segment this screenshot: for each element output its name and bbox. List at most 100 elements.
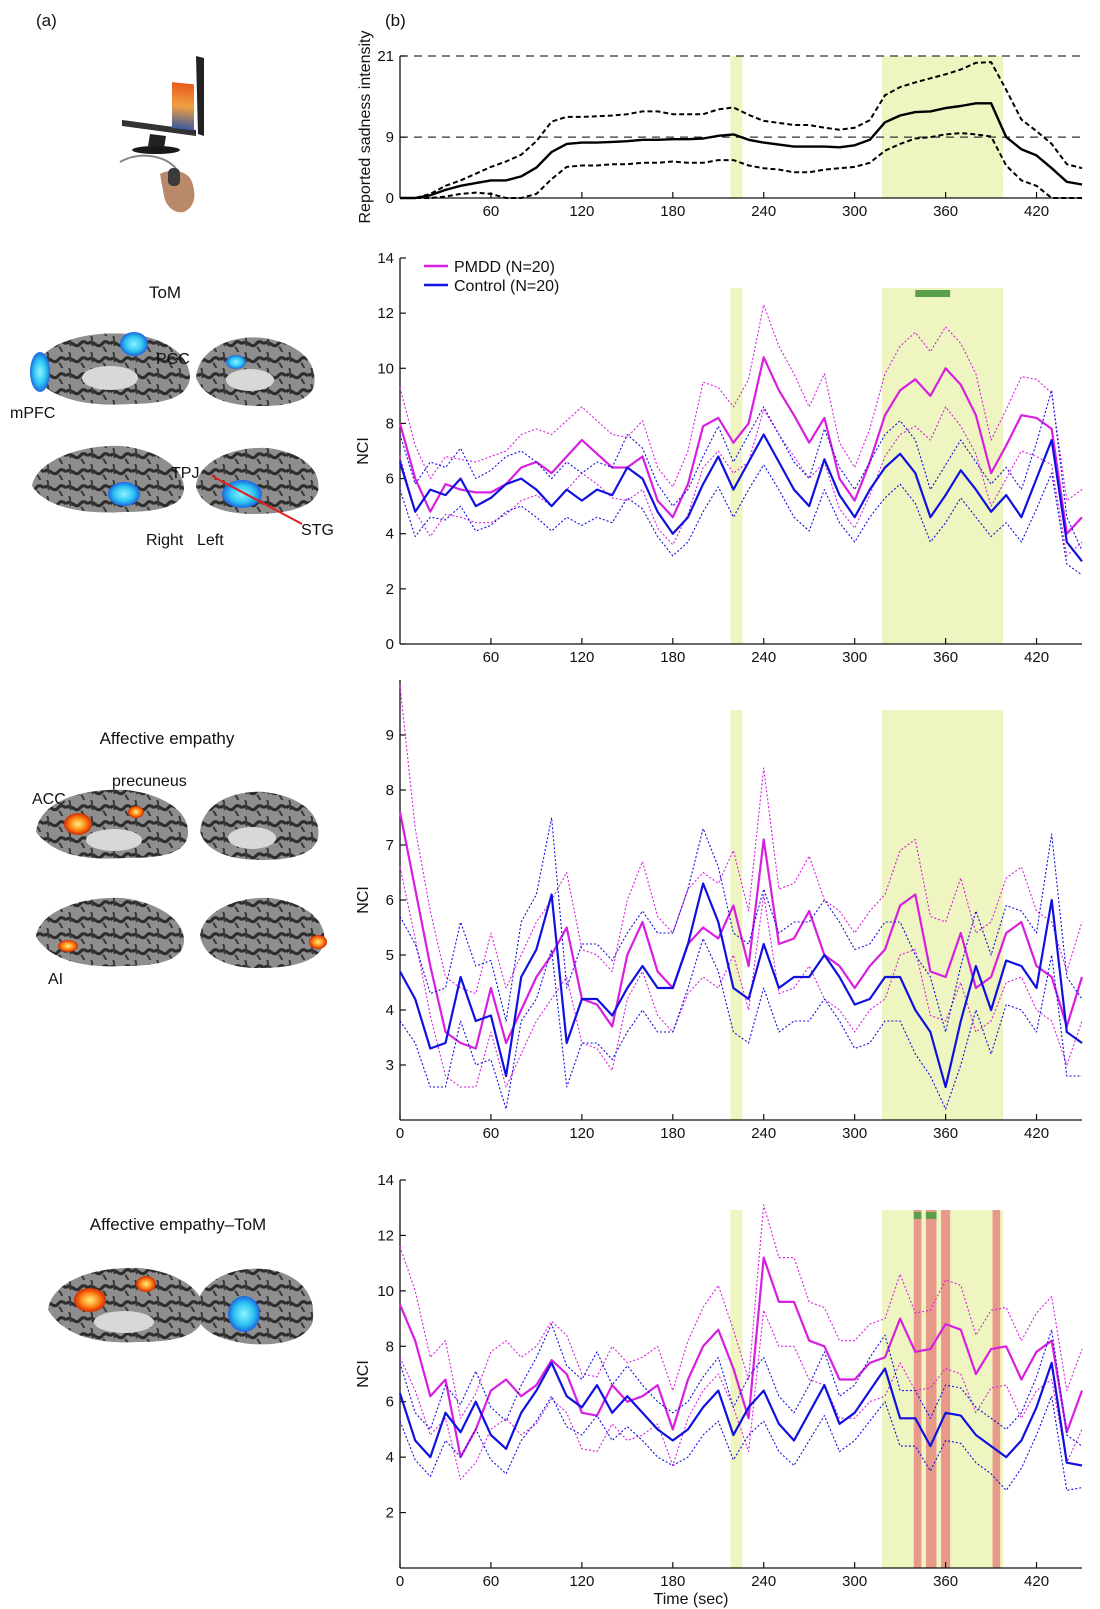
- x-tick-label: 180: [660, 203, 685, 220]
- rating-dashed-series-line: [400, 61, 1083, 199]
- x-tick-label: 60: [483, 1573, 500, 1590]
- rating-solid-series-line: [400, 102, 1083, 200]
- x-tick-label: 240: [751, 1573, 776, 1590]
- x-tick-label: 240: [751, 649, 776, 666]
- y-tick-label: 5: [386, 947, 394, 964]
- y-tick-label: 4: [386, 526, 394, 543]
- legend: PMDD (N=20) Control (N=20): [424, 259, 559, 295]
- y-tick-label: 4: [386, 1002, 394, 1019]
- x-tick-label: 60: [483, 1125, 500, 1142]
- x-tick-label: 360: [933, 649, 958, 666]
- sig-green-bar-1: [925, 1212, 937, 1219]
- sig-green-bar-0: [915, 290, 951, 297]
- control-dotted-series-line: [399, 1323, 1083, 1447]
- legend-pmdd: PMDD (N=20): [454, 259, 555, 276]
- y-tick-label: 2: [386, 581, 394, 598]
- control-solid-series-line: [399, 882, 1083, 1089]
- x-tick-label: 300: [842, 203, 867, 220]
- tom-network-title: ToM: [149, 283, 181, 302]
- tom-brain-images: [30, 332, 319, 525]
- y-tick-label: 12: [377, 1227, 394, 1244]
- highlight-band-1: [881, 56, 1004, 198]
- x-axis-label: Time (sec): [654, 1591, 729, 1608]
- panel-label-a: (a): [36, 11, 57, 30]
- x-tick-label: 60: [483, 203, 500, 220]
- rating-dashed-series-line: [400, 132, 1082, 199]
- legend-control: Control (N=20): [454, 278, 559, 295]
- x-tick-label: 300: [842, 1573, 867, 1590]
- x-tick-label: 240: [751, 1125, 776, 1142]
- rating-panel: 0 9 21 60 120 180 240 300 360 420 Reported sadness…: [357, 31, 1083, 224]
- highlight-band-0: [730, 288, 743, 644]
- ae-brain-images: [36, 789, 327, 968]
- y-tick-label: 6: [386, 1394, 394, 1411]
- brain-label-ai: AI: [48, 971, 63, 988]
- pmdd-solid-series-line: [398, 1256, 1084, 1459]
- pmdd-dotted-series-line: [399, 304, 1083, 502]
- highlight-band-0: [730, 56, 743, 198]
- x-tick-label: 0: [396, 1573, 404, 1590]
- x-tick-label: 120: [569, 203, 594, 220]
- brain-label-mpfc: mPFC: [10, 405, 55, 422]
- brain-label-right: Right: [146, 532, 184, 549]
- control-solid-series-line: [398, 1361, 1083, 1467]
- y-tick-label: 2: [386, 1505, 394, 1522]
- highlight-band-0: [730, 1210, 743, 1568]
- pmdd-dotted-series-line: [399, 1309, 1083, 1480]
- ae-network-title: Affective empathy: [100, 729, 235, 748]
- pmdd-dotted-series-line: [399, 866, 1083, 1088]
- brain-label-left: Left: [197, 532, 224, 549]
- y-tick-label: 6: [386, 471, 394, 488]
- y-tick-label: 8: [386, 1338, 394, 1355]
- sig-red-band-0: [913, 1210, 922, 1568]
- highlight-band-1: [881, 710, 1004, 1120]
- control-dotted-series-line: [399, 816, 1083, 1033]
- x-tick-label: 120: [569, 1573, 594, 1590]
- y-axis-label: NCI: [355, 886, 372, 914]
- aetom-panel: 2 4 6 8 10 12 14 0 60 120 180 240 300 360 420 NCI Time (…: [355, 1172, 1084, 1608]
- brain-label-acc: ACC: [32, 791, 66, 808]
- pmdd-dotted-series-line: [399, 406, 1083, 557]
- y-tick-label: 3: [386, 1057, 394, 1074]
- control-solid-series-line: [398, 433, 1083, 562]
- x-tick-label: 420: [1024, 203, 1049, 220]
- x-tick-label: 300: [842, 649, 867, 666]
- x-tick-label: 420: [1024, 1125, 1049, 1142]
- y-axis-label: Reported sadness intensity: [357, 31, 374, 224]
- x-tick-label: 300: [842, 1125, 867, 1142]
- monitor-illustration: [122, 56, 204, 154]
- y-tick-label: 10: [377, 360, 394, 377]
- y-tick-label: 21: [377, 48, 394, 65]
- pmdd-dotted-series-line: [399, 1204, 1083, 1419]
- y-tick-label: 12: [377, 305, 394, 322]
- hand-mouse-illustration: [119, 154, 195, 213]
- x-tick-label: 180: [660, 1125, 685, 1142]
- brain-label-tpj: TPJ: [171, 465, 199, 482]
- x-tick-label: 0: [396, 1125, 404, 1142]
- control-dotted-series-line: [399, 1395, 1083, 1491]
- aetom-brain-image: [48, 1267, 314, 1345]
- y-tick-label: 6: [386, 892, 394, 909]
- x-tick-label: 120: [569, 649, 594, 666]
- ae-panel: 3 4 5 6 7 8 9 0 60 120 180 240 300 360 420 NCI: [355, 680, 1084, 1142]
- y-tick-label: 0: [386, 190, 394, 207]
- x-tick-label: 180: [660, 1573, 685, 1590]
- sig-red-band-1: [925, 1210, 937, 1568]
- y-tick-label: 4: [386, 1449, 394, 1466]
- brain-label-pcc: PCC: [156, 351, 190, 368]
- y-tick-label: 9: [386, 129, 394, 146]
- aetom-network-title: Affective empathy–ToM: [90, 1215, 266, 1234]
- sig-red-band-3: [992, 1210, 1001, 1568]
- x-tick-label: 360: [933, 1573, 958, 1590]
- y-tick-label: 14: [377, 1172, 394, 1189]
- y-tick-label: 7: [386, 837, 394, 854]
- y-tick-label: 10: [377, 1283, 394, 1300]
- pmdd-solid-series-line: [398, 356, 1083, 535]
- x-tick-label: 420: [1024, 1573, 1049, 1590]
- x-tick-label: 360: [933, 1125, 958, 1142]
- x-tick-label: 360: [933, 203, 958, 220]
- y-axis-label: NCI: [355, 1360, 372, 1388]
- y-axis-label: NCI: [355, 437, 372, 465]
- highlight-band-1: [881, 288, 1004, 644]
